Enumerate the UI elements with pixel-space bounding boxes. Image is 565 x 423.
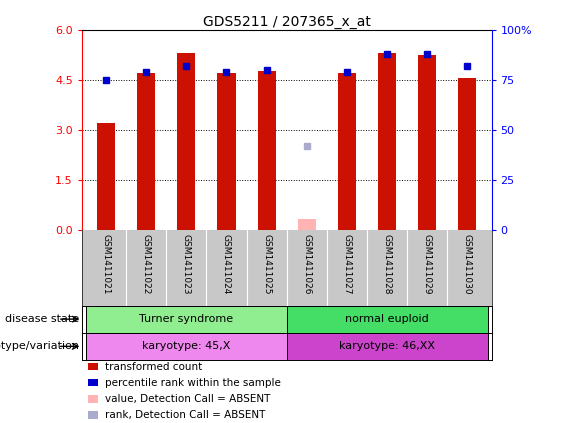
Bar xyxy=(458,78,476,230)
Bar xyxy=(86,333,287,360)
Text: GSM1411022: GSM1411022 xyxy=(142,234,151,294)
Text: GSM1411021: GSM1411021 xyxy=(102,234,111,294)
Bar xyxy=(137,73,155,230)
Bar xyxy=(378,53,396,230)
Text: percentile rank within the sample: percentile rank within the sample xyxy=(105,378,280,387)
Text: GSM1411030: GSM1411030 xyxy=(463,234,472,295)
Text: GSM1411025: GSM1411025 xyxy=(262,234,271,294)
Title: GDS5211 / 207365_x_at: GDS5211 / 207365_x_at xyxy=(203,14,371,29)
Text: rank, Detection Call = ABSENT: rank, Detection Call = ABSENT xyxy=(105,410,265,420)
Text: value, Detection Call = ABSENT: value, Detection Call = ABSENT xyxy=(105,394,270,404)
Bar xyxy=(177,53,195,230)
Text: genotype/variation: genotype/variation xyxy=(0,341,79,352)
Bar xyxy=(338,73,356,230)
Bar xyxy=(97,123,115,230)
Text: disease state: disease state xyxy=(5,314,79,324)
Text: normal euploid: normal euploid xyxy=(345,314,429,324)
Text: GSM1411024: GSM1411024 xyxy=(222,234,231,294)
Text: GSM1411027: GSM1411027 xyxy=(342,234,351,294)
Text: Turner syndrome: Turner syndrome xyxy=(140,314,233,324)
Bar xyxy=(218,73,236,230)
Bar xyxy=(86,305,287,333)
Text: transformed count: transformed count xyxy=(105,362,202,371)
Bar xyxy=(418,55,436,230)
Bar xyxy=(258,71,276,230)
Text: karyotype: 45,X: karyotype: 45,X xyxy=(142,341,231,352)
Bar xyxy=(287,305,488,333)
Text: karyotype: 46,XX: karyotype: 46,XX xyxy=(339,341,435,352)
Text: GSM1411028: GSM1411028 xyxy=(383,234,392,294)
Bar xyxy=(287,333,488,360)
Text: GSM1411029: GSM1411029 xyxy=(423,234,432,294)
Bar xyxy=(298,219,316,230)
Text: GSM1411023: GSM1411023 xyxy=(182,234,191,294)
Text: GSM1411026: GSM1411026 xyxy=(302,234,311,294)
